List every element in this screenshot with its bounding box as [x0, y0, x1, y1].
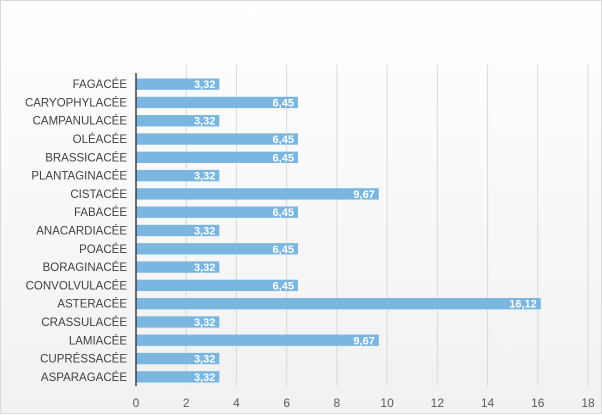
- category-label: CAMPANULACÉE: [33, 115, 128, 128]
- data-label: 6,45: [273, 244, 294, 256]
- data-label: 3,32: [194, 354, 215, 366]
- bar: [136, 279, 298, 292]
- data-label: 6,45: [273, 152, 294, 164]
- bar: [136, 115, 220, 127]
- data-label: 9,67: [353, 335, 374, 347]
- bar: [136, 371, 220, 383]
- category-label: CUPRÉSSACÉE: [40, 353, 127, 366]
- bar: [136, 224, 220, 237]
- grid-lines: [185, 65, 589, 386]
- bar: [136, 78, 220, 90]
- data-label: 6,45: [273, 134, 294, 146]
- bar: [136, 96, 298, 109]
- bars: [136, 78, 541, 383]
- bar: [136, 261, 220, 273]
- category-label: CARYOPHYLACÉE: [25, 96, 127, 109]
- x-tick-label: 16: [531, 396, 545, 410]
- x-tick-label: 12: [431, 396, 445, 410]
- bar: [136, 334, 379, 346]
- category-label: ANACARDIACÉE: [36, 225, 127, 238]
- data-labels: 3,32 6,45 3,32 6,45 6,45 3,32 9,67 6,45 3,32 6,45…: [194, 79, 537, 384]
- x-tick-label: 4: [233, 396, 240, 410]
- x-tick-label: 8: [334, 396, 341, 410]
- category-label: CRASSULACÉE: [41, 316, 127, 329]
- data-label: 6,45: [273, 97, 294, 109]
- bar: [136, 206, 298, 218]
- category-label: FAGACÉE: [73, 78, 128, 91]
- data-label: 6,45: [273, 280, 294, 292]
- category-label: FABACÉE: [74, 206, 127, 219]
- category-label: BRASSICACÉE: [45, 151, 127, 164]
- data-label: 6,45: [273, 207, 294, 219]
- category-label: LAMIACÉE: [69, 334, 127, 347]
- bar: [136, 188, 379, 200]
- data-label: 3,32: [194, 116, 215, 128]
- x-tick-labels: 0 2 4 6 8 10 12 14 16 18: [133, 396, 595, 410]
- data-label: 3,32: [194, 317, 215, 329]
- bar: [136, 133, 298, 145]
- data-label: 3,32: [194, 79, 215, 91]
- bar: [136, 169, 220, 182]
- data-label: 3,32: [194, 372, 215, 384]
- x-tick-label: 14: [481, 396, 495, 410]
- x-tick-label: 18: [581, 396, 595, 410]
- x-tick-label: 2: [183, 396, 190, 410]
- category-labels: FAGACÉE CARYOPHYLACÉE CAMPANULACÉE OLÉACÉE B…: [25, 78, 127, 384]
- data-label: 16,12: [509, 299, 537, 311]
- x-tick-label: 6: [283, 396, 290, 410]
- category-label: PLANTAGINACÉE: [31, 170, 127, 183]
- category-label: OLÉACÉE: [73, 133, 128, 146]
- data-label: 3,32: [194, 262, 215, 274]
- x-tick-label: 10: [380, 396, 394, 410]
- bar: [136, 352, 220, 365]
- category-label: POACÉE: [79, 243, 127, 256]
- x-tick-label: 0: [133, 396, 140, 410]
- bar: [136, 151, 298, 163]
- category-label: ASTERACÉE: [57, 298, 127, 311]
- category-label: ASPARAGACÉE: [41, 371, 127, 384]
- category-label: BORAGINACÉE: [43, 261, 128, 274]
- bar: [136, 316, 220, 328]
- data-label: 9,67: [353, 189, 374, 201]
- bar: [136, 298, 541, 310]
- data-label: 3,32: [194, 226, 215, 238]
- category-label: CONVOLVULACÉE: [26, 279, 128, 292]
- category-label: CISTACÉE: [70, 188, 127, 201]
- data-label: 3,32: [194, 171, 215, 183]
- bar: [136, 243, 298, 255]
